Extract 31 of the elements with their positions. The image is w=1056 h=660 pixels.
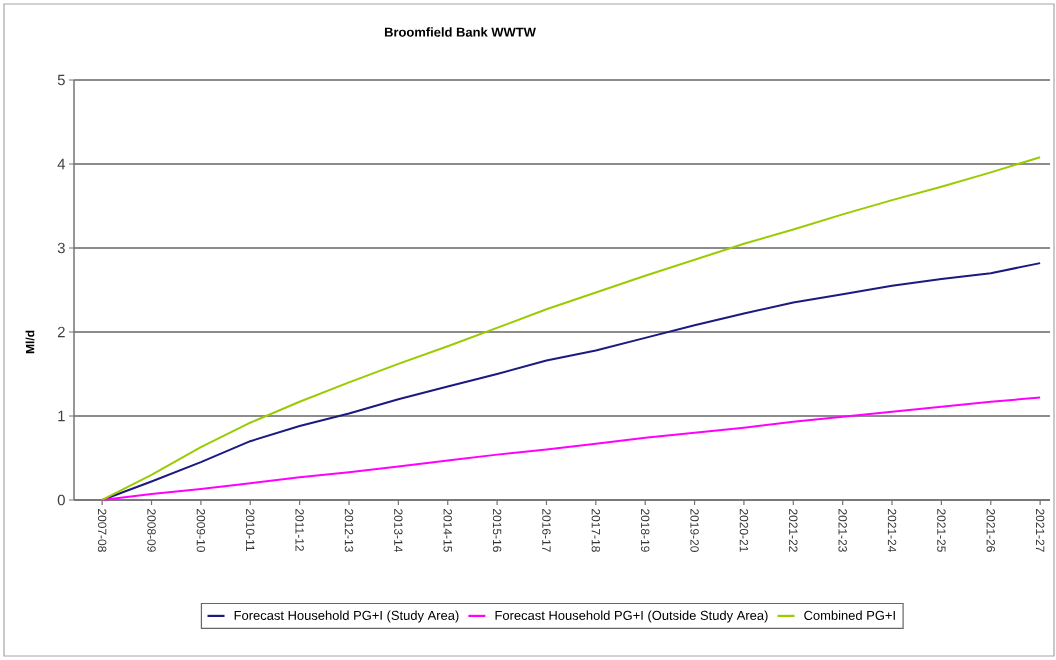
y-tick-label: 5 (57, 74, 65, 86)
x-tick-label: 2020-21 (739, 509, 749, 552)
x-tick-label: 2013-14 (394, 509, 403, 553)
y-tick-label: 1 (58, 410, 65, 422)
x-tick-label: 2014-15 (443, 509, 452, 552)
x-tick-label: 2021-22 (789, 509, 798, 552)
x-tick-label: 2010-11 (246, 509, 255, 551)
x-tick-label: 2015-16 (492, 509, 502, 552)
x-tick-label: 2021-26 (986, 509, 995, 552)
x-tick-label: 2018-19 (640, 509, 650, 552)
chart-title: Broomfield Bank WWTW (384, 27, 536, 37)
x-tick-label: 2016-17 (542, 509, 551, 552)
legend-label: Combined PG+I (804, 610, 895, 620)
x-tick-label: 2017-18 (591, 509, 601, 552)
x-tick-label: 2012-13 (344, 509, 354, 552)
y-tick-label: 0 (57, 494, 65, 506)
x-tick-label: 2021-23 (838, 509, 847, 552)
x-tick-label: 2009-10 (196, 509, 206, 552)
x-tick-label: 2007-08 (97, 509, 107, 552)
y-axis-title: Ml/d (25, 330, 35, 354)
x-tick-label: 2021-27 (1035, 509, 1045, 552)
y-tick-label: 3 (57, 242, 65, 254)
y-tick-label: 2 (57, 326, 65, 338)
legend-label: Forecast Household PG+I (Outside Study Area) (495, 610, 768, 623)
x-tick-label: 2021-25 (937, 509, 946, 552)
y-tick-label: 4 (57, 158, 66, 170)
legend-label: Forecast Household PG+I (Study Area) (234, 610, 459, 623)
x-tick-label: 2021-24 (887, 509, 897, 553)
x-tick-label: 2011-12 (295, 509, 304, 551)
x-tick-label: 2008-09 (147, 509, 156, 552)
x-tick-label: 2019-20 (690, 509, 699, 552)
